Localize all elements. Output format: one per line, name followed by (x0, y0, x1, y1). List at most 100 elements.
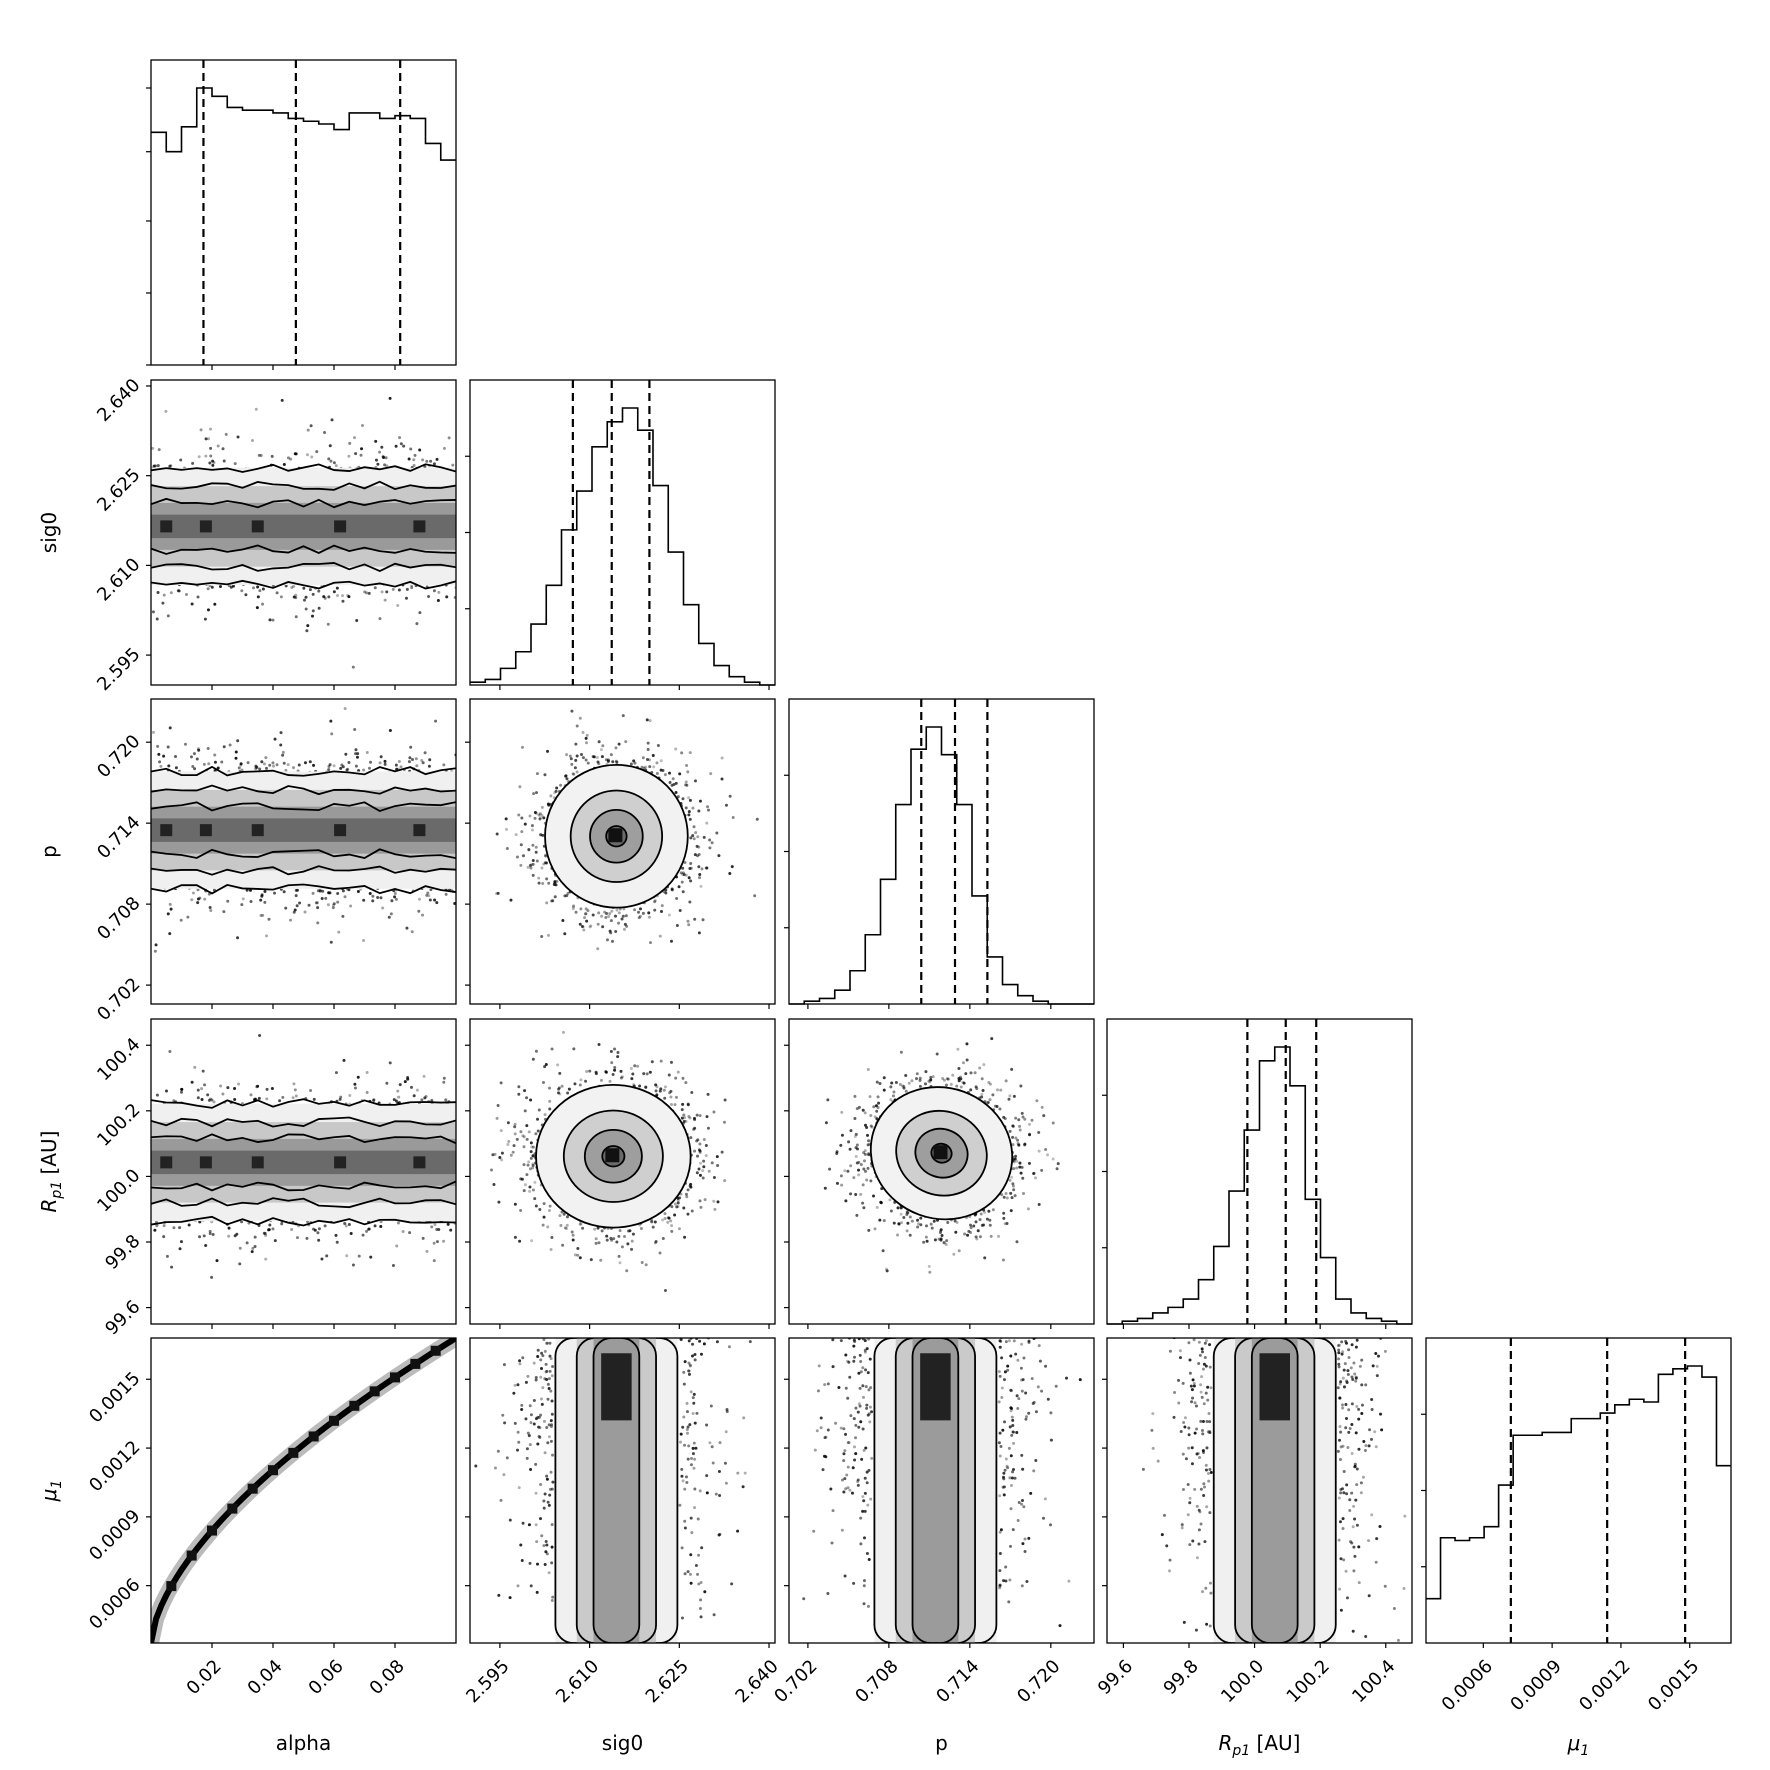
sample-point (424, 1095, 428, 1099)
sample-point (660, 904, 664, 908)
sample-point (322, 595, 326, 599)
sample-point (846, 1441, 850, 1445)
sample-point (691, 834, 695, 838)
sample-point (326, 903, 330, 907)
x-tick-label: 100.2 (1283, 1656, 1334, 1707)
sample-point (280, 1222, 284, 1226)
sample-point (873, 1115, 877, 1119)
sample-point (1028, 1133, 1032, 1137)
sample-point (1204, 1463, 1208, 1467)
sample-point (705, 1423, 709, 1427)
sample-point (723, 1461, 727, 1465)
sample-point (980, 1077, 984, 1081)
sample-point (1197, 1361, 1201, 1365)
sample-point (674, 1076, 678, 1080)
sample-point (687, 1339, 691, 1343)
sample-point (995, 1104, 999, 1108)
sample-point (1181, 1487, 1185, 1491)
sample-point (946, 1077, 950, 1081)
panel-frame (788, 1337, 1095, 1644)
sample-point (824, 1121, 828, 1125)
sample-point (638, 907, 642, 911)
sample-point (1339, 1557, 1343, 1561)
sample-point (534, 1132, 538, 1136)
sample-point (346, 594, 350, 598)
sample-point (663, 773, 667, 777)
sample-point (1150, 1428, 1154, 1432)
sample-point (1168, 1569, 1172, 1573)
sample-point (541, 1386, 545, 1390)
sample-point (226, 899, 230, 903)
sample-point (559, 783, 563, 787)
sample-point (824, 1455, 828, 1459)
panel-axes-alpha-p (146, 698, 457, 1009)
sample-point (699, 884, 703, 888)
sample-point (864, 1385, 868, 1389)
sample-point (542, 1419, 546, 1423)
sample-point (353, 1082, 357, 1086)
sample-point (530, 824, 534, 828)
sample-point (1019, 1084, 1023, 1088)
sample-point (282, 463, 286, 467)
sample-point (755, 817, 759, 821)
y-axis-label-mu1: μ1 (37, 1480, 65, 1503)
sample-point (544, 1370, 548, 1374)
sample-point (545, 1369, 549, 1373)
sample-point (341, 599, 345, 603)
sample-point (1182, 1420, 1186, 1424)
sample-point (533, 810, 537, 814)
sample-point (543, 1113, 547, 1117)
sample-point (304, 607, 308, 611)
sample-point (266, 1228, 270, 1232)
sample-point (1378, 1524, 1382, 1528)
sample-point (991, 1208, 995, 1212)
sample-point (1020, 1453, 1024, 1457)
sample-point (1004, 1079, 1008, 1083)
sample-point (969, 1088, 973, 1092)
sample-point (1016, 1142, 1020, 1146)
sample-point (677, 1227, 681, 1231)
sample-point (1010, 1196, 1014, 1200)
sample-point (563, 932, 567, 936)
sample-point (363, 590, 367, 594)
contour-line (873, 1338, 998, 1643)
sample-point (321, 889, 325, 893)
sample-point (619, 1076, 623, 1080)
sample-point (1034, 1176, 1038, 1180)
sample-point (1172, 1415, 1176, 1419)
sample-point (1337, 1365, 1341, 1369)
sample-point (1205, 1622, 1209, 1626)
sample-point (490, 1168, 494, 1172)
sample-point (946, 1221, 950, 1225)
sample-point (1202, 1482, 1206, 1486)
sample-point (583, 916, 587, 920)
sample-point (513, 1132, 517, 1136)
sample-point (544, 1539, 548, 1543)
sample-point (661, 1236, 665, 1240)
density-peak (288, 1447, 299, 1458)
sample-point (540, 1402, 544, 1406)
sample-point (894, 1081, 898, 1085)
sample-point (688, 1423, 692, 1427)
sample-point (206, 1093, 210, 1097)
sample-point (562, 1212, 566, 1216)
scatter-panel-Rp1-mu1 (1141, 1338, 1407, 1643)
sample-point (861, 1384, 865, 1388)
sample-point (1001, 1428, 1005, 1432)
density-peak (334, 520, 347, 533)
sample-point (630, 1247, 634, 1251)
sample-point (518, 785, 522, 789)
sample-point (716, 1200, 720, 1204)
sample-point (279, 731, 283, 735)
sample-point (1353, 1372, 1357, 1376)
sample-point (308, 588, 312, 592)
sample-point (556, 1063, 560, 1067)
sample-point (1178, 1349, 1182, 1353)
sample-point (905, 1229, 909, 1233)
sample-point (623, 1234, 627, 1238)
sample-point (315, 450, 319, 454)
sample-point (685, 1401, 689, 1405)
sample-point (1016, 1358, 1020, 1362)
sample-point (569, 757, 573, 761)
